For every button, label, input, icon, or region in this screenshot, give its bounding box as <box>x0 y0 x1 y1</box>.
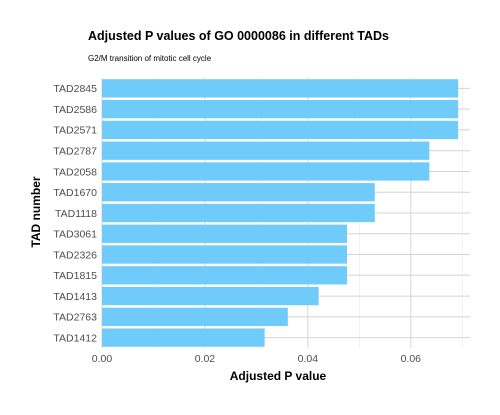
y-tick-label: TAD2586 <box>53 104 97 116</box>
bar-tad1815 <box>102 266 347 285</box>
y-tick-label: TAD2845 <box>53 83 97 95</box>
y-tick-label: TAD1413 <box>53 291 97 303</box>
y-tick-label: TAD2787 <box>53 145 97 157</box>
y-tick-label: TAD1670 <box>53 187 97 199</box>
chart-subtitle: G2/M transition of mitotic cell cycle <box>88 54 212 63</box>
bar-tad1670 <box>102 183 375 202</box>
bar-tad2787 <box>102 141 430 160</box>
bar-tad2586 <box>102 100 459 119</box>
bar-tad1412 <box>102 328 265 347</box>
bar-tad2571 <box>102 120 459 140</box>
y-tick-label: TAD2763 <box>53 312 97 324</box>
y-axis-title: TAD number <box>29 176 43 247</box>
x-tick-label: 0.04 <box>298 353 319 365</box>
bar-tad3061 <box>102 224 347 243</box>
y-tick-label: TAD2058 <box>53 166 97 178</box>
x-tick-label: 0.06 <box>401 353 422 365</box>
bar-tad1118 <box>102 203 375 223</box>
bar-tad2763 <box>102 307 288 326</box>
bar-tad2326 <box>102 245 347 264</box>
x-tick-label: 0.02 <box>195 353 216 365</box>
y-tick-label: TAD2326 <box>53 249 97 261</box>
bar-tad1413 <box>102 286 319 306</box>
bar-tad2845 <box>102 79 459 98</box>
chart-title: Adjusted P values of GO 0000086 in diffe… <box>88 29 389 43</box>
y-tick-labels: TAD2845 TAD2586 TAD2571 TAD2787 TAD2058 TAD16… <box>53 83 97 344</box>
x-axis-title: Adjusted P value <box>230 369 327 383</box>
y-tick-label: TAD1815 <box>53 270 97 282</box>
x-tick-labels: 0.00 0.02 0.04 0.06 <box>92 353 421 365</box>
y-tick-label: TAD1118 <box>55 208 97 220</box>
y-tick-label: TAD3061 <box>53 229 97 241</box>
bar-tad2058 <box>102 162 430 181</box>
x-tick-label: 0.00 <box>92 353 113 365</box>
y-tick-label: TAD2571 <box>53 125 97 137</box>
y-tick-label: TAD1412 <box>53 332 97 344</box>
bars <box>102 79 459 347</box>
